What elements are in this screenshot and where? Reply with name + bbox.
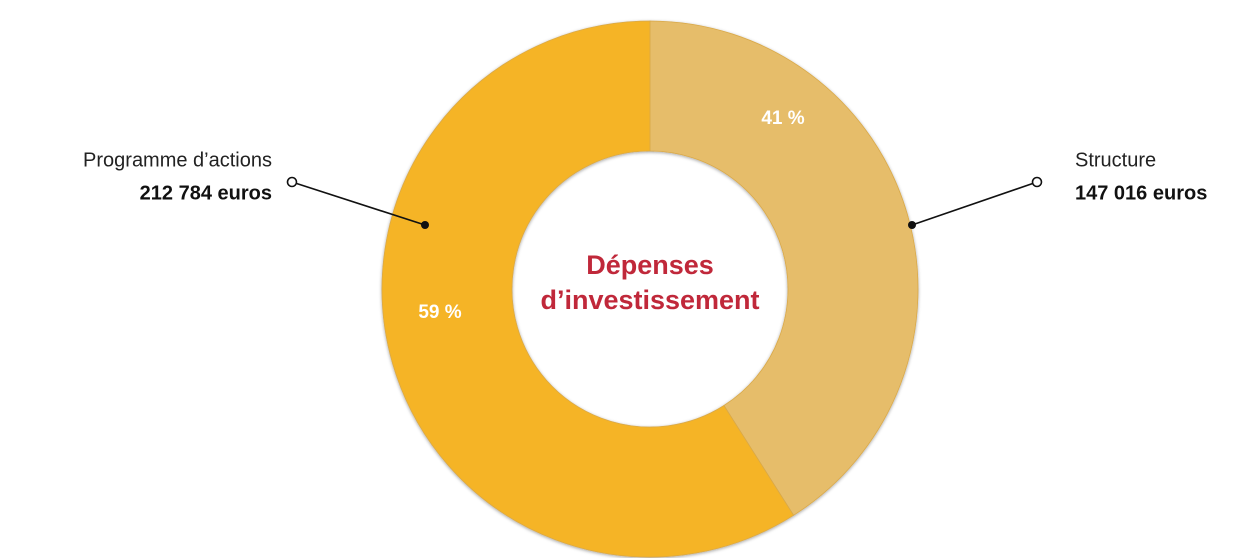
category-label: Structure <box>1075 149 1156 171</box>
slice <box>649 20 919 516</box>
leader-dot <box>908 221 916 229</box>
center-label: d’investissement <box>540 285 759 315</box>
amount-label: 212 784 euros <box>140 182 272 204</box>
amount-label: 147 016 euros <box>1075 182 1207 204</box>
leader-line <box>291 181 426 226</box>
leader-end <box>1031 176 1043 188</box>
leader-end <box>286 176 298 188</box>
leader-dot <box>421 221 429 229</box>
category-label: Programme d’actions <box>83 149 272 171</box>
value-label: 59 % <box>418 302 461 323</box>
donut <box>381 20 919 558</box>
center-label: Dépenses <box>586 250 714 280</box>
value-label: 41 % <box>761 108 804 129</box>
leader-line <box>911 181 1038 226</box>
slice <box>381 20 795 558</box>
